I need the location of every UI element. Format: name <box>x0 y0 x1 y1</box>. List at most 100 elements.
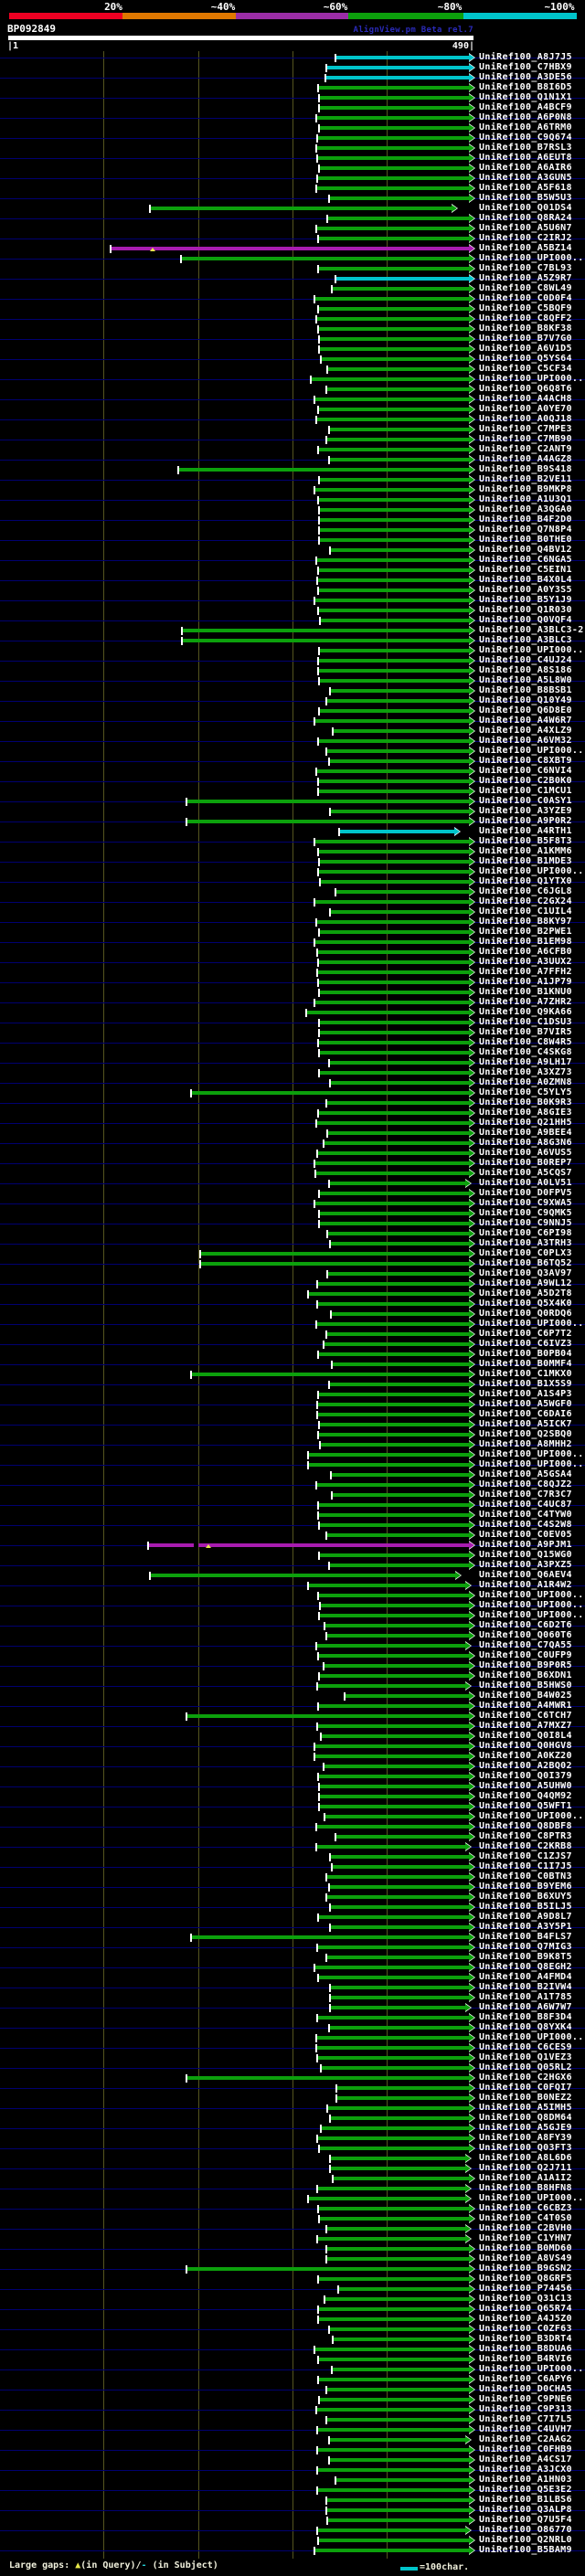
hit-bar[interactable] <box>317 418 469 421</box>
hit-bar[interactable] <box>324 1141 469 1145</box>
hit-label[interactable]: UniRef100_A1T785 <box>479 1992 572 2002</box>
hit-bar[interactable] <box>318 2237 465 2241</box>
hit-bar[interactable] <box>328 367 469 371</box>
hit-label[interactable]: UniRef100_C4TYW0 <box>479 1510 572 1520</box>
hit-label[interactable]: UniRef100_Q01DS4 <box>479 203 572 213</box>
hit-label[interactable]: UniRef100_B1X5S9 <box>479 1379 572 1389</box>
hit-label[interactable]: UniRef100_C9NNJ5 <box>479 1218 572 1228</box>
hit-bar[interactable] <box>319 1976 469 1979</box>
hit-label[interactable]: UniRef100_Q2SBQ0 <box>479 1429 572 1439</box>
hit-label[interactable]: UniRef100_A3BLC3-2 <box>479 625 584 635</box>
hit-bar[interactable] <box>192 1091 469 1095</box>
hit-label[interactable]: UniRef100_Q3ALP8 <box>479 2505 572 2515</box>
hit-label[interactable]: UniRef100_Q03FT3 <box>479 2143 572 2153</box>
hit-bar[interactable] <box>187 800 469 803</box>
hit-label[interactable]: UniRef100_A1A1I2 <box>479 2173 572 2183</box>
hit-label[interactable]: UniRef100_B1LBS6 <box>479 2495 572 2505</box>
hit-label[interactable]: UniRef100_Q31C13 <box>479 2294 572 2304</box>
hit-bar[interactable] <box>315 1001 469 1004</box>
hit-bar[interactable] <box>320 518 469 522</box>
hit-label[interactable]: UniRef100_B2VE11 <box>479 474 572 484</box>
hit-label[interactable]: UniRef100_Q8DM64 <box>479 2113 572 2123</box>
hit-label[interactable]: UniRef100_B8I6D5 <box>479 82 572 92</box>
hit-bar[interactable] <box>320 2147 469 2150</box>
hit-bar[interactable] <box>320 337 469 341</box>
hit-bar[interactable] <box>320 96 469 100</box>
hit-label[interactable]: UniRef100_A1KMM6 <box>479 846 572 856</box>
hit-label[interactable]: UniRef100_A9PJM1 <box>479 1540 572 1550</box>
hit-bar[interactable] <box>337 2096 469 2100</box>
hit-label[interactable]: UniRef100_C4UJ24 <box>479 655 572 665</box>
hit-label[interactable]: UniRef100_Q05RL2 <box>479 2062 572 2072</box>
hit-label[interactable]: UniRef100_B5ILJ5 <box>479 1902 572 1912</box>
hit-bar[interactable] <box>151 207 452 210</box>
hit-label[interactable]: UniRef100_C6P7T2 <box>479 1329 572 1339</box>
hit-label[interactable]: UniRef100_A4CS17 <box>479 2454 572 2465</box>
hit-bar[interactable] <box>315 1966 469 1969</box>
hit-bar[interactable] <box>317 2046 469 2050</box>
hit-bar[interactable] <box>331 2006 465 2009</box>
hit-bar[interactable] <box>187 1714 469 1718</box>
hit-bar[interactable] <box>318 156 469 160</box>
hit-bar[interactable] <box>336 277 469 281</box>
hit-label[interactable]: UniRef100_Q0I379 <box>479 1771 572 1781</box>
hit-bar[interactable] <box>320 1795 469 1798</box>
hit-label[interactable]: UniRef100_B6TQ52 <box>479 1258 572 1268</box>
hit-bar[interactable] <box>330 2438 465 2442</box>
hit-label[interactable]: UniRef100_B9P0R5 <box>479 1660 572 1670</box>
hit-bar[interactable] <box>320 478 469 482</box>
hit-label[interactable]: UniRef100_D0FPV5 <box>479 1188 572 1198</box>
hit-label[interactable]: UniRef100_A4ACH8 <box>479 394 572 404</box>
hit-bar[interactable] <box>320 1674 469 1678</box>
hit-label[interactable]: UniRef100_A4AGZ8 <box>479 454 572 464</box>
hit-label[interactable]: UniRef100_B8BSB1 <box>479 685 572 695</box>
hit-label[interactable]: UniRef100_C1MKX0 <box>479 1369 572 1379</box>
hit-label[interactable]: UniRef100_Q15WG0 <box>479 1550 572 1560</box>
hit-bar[interactable] <box>319 739 469 743</box>
hit-label[interactable]: UniRef100_UPI000.. <box>479 1811 584 1821</box>
hit-label[interactable]: UniRef100_C9PNE6 <box>479 2394 572 2404</box>
hit-bar[interactable] <box>327 1332 469 1336</box>
hit-label[interactable]: UniRef100_Q8RA24 <box>479 213 572 223</box>
hit-bar[interactable] <box>336 890 469 894</box>
hit-bar[interactable] <box>201 1252 469 1256</box>
hit-label[interactable]: UniRef100_A5Z9R7 <box>479 273 572 283</box>
hit-bar[interactable] <box>318 136 469 140</box>
hit-label[interactable]: UniRef100_Q5YS64 <box>479 354 572 364</box>
hit-label[interactable]: UniRef100_A4W6R7 <box>479 716 572 726</box>
hit-bar[interactable] <box>320 649 469 652</box>
hit-bar[interactable] <box>331 2167 465 2170</box>
hit-bar[interactable] <box>319 1433 469 1436</box>
hit-bar[interactable] <box>325 2297 469 2301</box>
hit-label[interactable]: UniRef100_A9WL12 <box>479 1278 572 1288</box>
hit-bar[interactable] <box>318 2428 469 2432</box>
hit-bar[interactable] <box>319 1041 469 1044</box>
hit-label[interactable]: UniRef100_Q8YXK4 <box>479 2022 572 2032</box>
hit-label[interactable]: UniRef100_Q0VQF4 <box>479 615 572 625</box>
hit-label[interactable]: UniRef100_B1EM98 <box>479 937 572 947</box>
hit-bar[interactable] <box>330 1885 469 1889</box>
hit-bar[interactable] <box>331 2157 465 2160</box>
hit-bar[interactable] <box>318 2056 469 2060</box>
hit-label[interactable]: UniRef100_B0NEZ2 <box>479 2093 572 2103</box>
hit-label[interactable]: UniRef100_B9YEM6 <box>479 1882 572 1892</box>
hit-label[interactable]: UniRef100_C2BVH0 <box>479 2223 572 2233</box>
hit-bar[interactable] <box>318 2468 469 2472</box>
hit-label[interactable]: UniRef100_A1S4P3 <box>479 1389 572 1399</box>
hit-bar[interactable] <box>317 1825 469 1829</box>
hit-label[interactable]: UniRef100_A1U3Q1 <box>479 494 572 504</box>
hit-label[interactable]: UniRef100_Q0I8L4 <box>479 1731 572 1741</box>
hit-bar[interactable] <box>320 166 469 170</box>
hit-bar[interactable] <box>315 398 469 401</box>
hit-label[interactable]: UniRef100_A2BQ02 <box>479 1761 572 1771</box>
hit-label[interactable]: UniRef100_Q1R030 <box>479 605 572 615</box>
hit-bar[interactable] <box>330 759 469 763</box>
hit-bar[interactable] <box>319 1513 469 1517</box>
hit-bar[interactable] <box>324 1342 469 1346</box>
hit-label[interactable]: UniRef100_Q1VEZ3 <box>479 2052 572 2062</box>
hit-bar[interactable] <box>192 1373 469 1376</box>
hit-bar[interactable] <box>318 578 469 582</box>
hit-label[interactable]: UniRef100_C9QMK5 <box>479 1208 572 1218</box>
hit-bar[interactable] <box>333 1865 469 1869</box>
hit-label[interactable]: UniRef100_UPI000.. <box>479 1590 584 1600</box>
